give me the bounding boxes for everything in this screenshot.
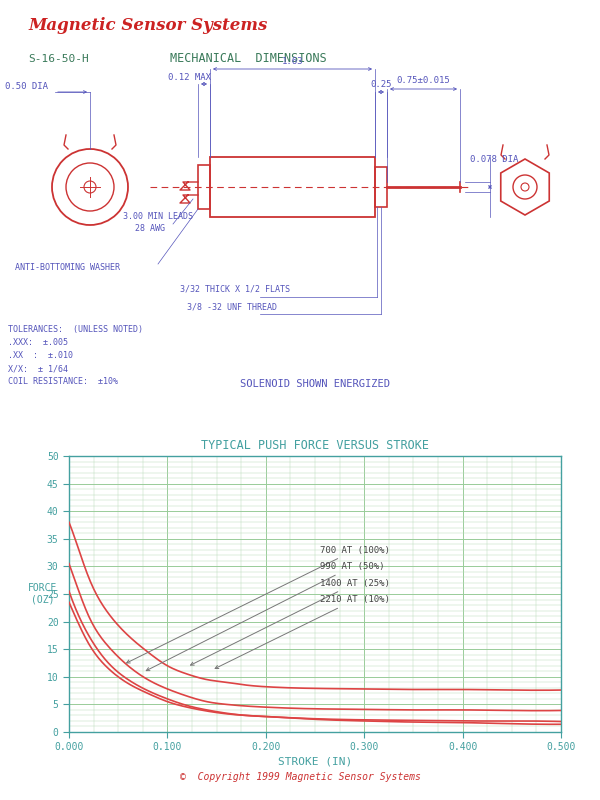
Text: TOLERANCES:  (UNLESS NOTED): TOLERANCES: (UNLESS NOTED): [8, 325, 143, 334]
Text: 0.078 DIA: 0.078 DIA: [470, 155, 518, 164]
Text: 3.00 MIN LEADS: 3.00 MIN LEADS: [123, 212, 193, 221]
Text: 0.25: 0.25: [370, 80, 392, 89]
Bar: [210, 157, 375, 217]
Text: 2210 AT (10%): 2210 AT (10%): [215, 595, 390, 669]
X-axis label: STROKE (IN): STROKE (IN): [278, 757, 352, 766]
Text: Magnetic Sensor Systems: Magnetic Sensor Systems: [28, 17, 268, 34]
Text: SOLENOID SHOWN ENERGIZED: SOLENOID SHOWN ENERGIZED: [240, 379, 390, 389]
Text: MECHANICAL  DIMENSIONS: MECHANICAL DIMENSIONS: [170, 52, 327, 65]
Title: TYPICAL PUSH FORCE VERSUS STROKE: TYPICAL PUSH FORCE VERSUS STROKE: [201, 439, 429, 452]
Text: 28 AWG: 28 AWG: [135, 224, 165, 233]
Text: 0.50 DIA: 0.50 DIA: [5, 82, 48, 91]
Text: .XXX:  ±.005: .XXX: ±.005: [8, 338, 68, 347]
Text: S-16-50-H: S-16-50-H: [28, 54, 89, 64]
Text: 700 AT (100%): 700 AT (100%): [127, 546, 390, 663]
Text: 3/32 THICK X 1/2 FLATS: 3/32 THICK X 1/2 FLATS: [180, 285, 290, 294]
Bar: [198, 165, 210, 209]
Text: X/X:  ± 1/64: X/X: ± 1/64: [8, 364, 68, 373]
Text: 3/8 -32 UNF THREAD: 3/8 -32 UNF THREAD: [187, 302, 277, 311]
Text: COIL RESISTANCE:  ±10%: COIL RESISTANCE: ±10%: [8, 377, 118, 386]
Text: 0.12 MAX: 0.12 MAX: [167, 73, 211, 82]
Text: 0.75±0.015: 0.75±0.015: [397, 76, 451, 85]
Text: .XX  :  ±.010: .XX : ±.010: [8, 351, 73, 360]
Y-axis label: FORCE
(OZ): FORCE (OZ): [28, 583, 58, 605]
Text: 1.63: 1.63: [282, 57, 303, 66]
Text: ©  Copyright 1999 Magnetic Sensor Systems: © Copyright 1999 Magnetic Sensor Systems: [179, 772, 421, 782]
Text: ANTI-BOTTOMING WASHER: ANTI-BOTTOMING WASHER: [15, 263, 120, 272]
Bar: [375, 167, 387, 207]
Text: 990 AT (50%): 990 AT (50%): [146, 562, 385, 670]
Text: 1400 AT (25%): 1400 AT (25%): [191, 578, 390, 665]
